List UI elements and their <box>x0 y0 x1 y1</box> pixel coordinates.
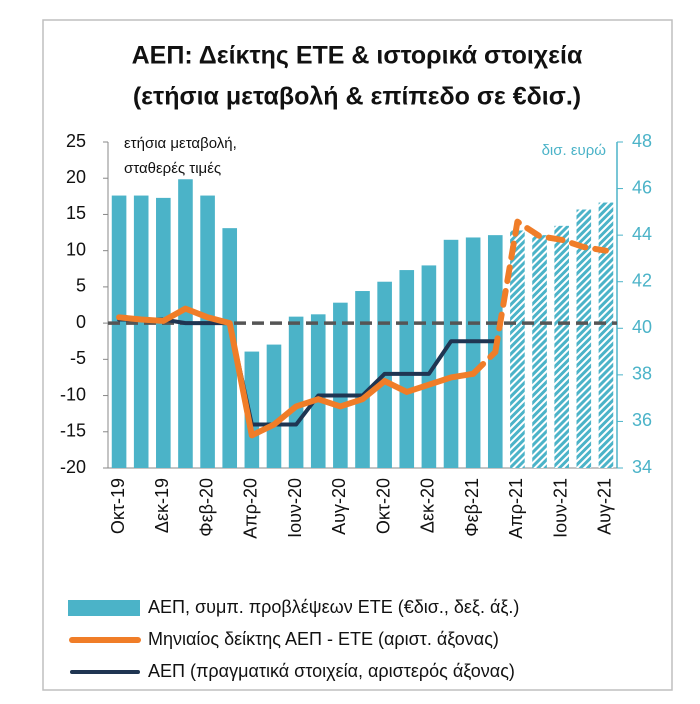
bar <box>133 195 149 469</box>
x-tick-label: Δεκ-19 <box>152 478 172 533</box>
line <box>116 305 477 439</box>
bar <box>310 314 326 468</box>
bar <box>222 228 238 468</box>
bar <box>532 235 547 468</box>
y2-axis-label: δισ. ευρώ <box>542 142 607 159</box>
bar <box>288 316 304 468</box>
legend-label: ΑΕΠ (πραγματικά στοιχεία, αριστερός άξον… <box>148 661 515 681</box>
bar <box>355 291 370 468</box>
chart-title: (ετήσια μεταβολή & επίπεδο σε €δισ.) <box>133 83 581 111</box>
bar <box>443 239 459 468</box>
bar <box>510 230 525 468</box>
bar <box>266 344 282 468</box>
legend-label: ΑΕΠ, συμπ. προβλέψεων ΕΤΕ (€δισ., δεξ. ά… <box>148 597 519 617</box>
bar <box>244 351 260 468</box>
y2-tick-label: 48 <box>632 131 652 151</box>
y-tick-label: -20 <box>60 457 86 477</box>
line-connector <box>470 349 499 377</box>
legend-swatch <box>68 600 140 616</box>
chart-title: ΑΕΠ: Δείκτης ΕΤΕ & ιστορικά στοιχεία <box>132 42 583 70</box>
y-tick-label: 10 <box>66 239 86 259</box>
bar <box>399 270 415 468</box>
y2-tick-label: 38 <box>632 364 652 384</box>
y2-tick-label: 36 <box>632 410 652 430</box>
y-axis-label: ετήσια μεταβολή, <box>124 135 237 152</box>
x-tick-label: Φεβ-21 <box>462 478 482 537</box>
legend-label: Μηνιαίος δείκτης ΑΕΠ - ΕΤΕ (αριστ. άξονα… <box>148 629 499 649</box>
y2-tick-label: 46 <box>632 177 652 197</box>
x-tick-label: Ιουν-20 <box>285 478 305 538</box>
y-tick-label: 25 <box>66 131 86 151</box>
y-tick-label: -15 <box>60 421 86 441</box>
bar <box>576 209 592 468</box>
x-tick-label: Φεβ-20 <box>196 478 216 537</box>
x-tick-label: Δεκ-20 <box>418 478 438 533</box>
frame <box>42 19 673 691</box>
y2-tick-label: 40 <box>632 317 652 337</box>
y2-tick-label: 34 <box>632 457 652 477</box>
line-dashed <box>492 218 609 356</box>
y-tick-label: 5 <box>76 276 86 296</box>
y2-tick-label: 42 <box>632 270 652 290</box>
x-tick-label: Οκτ-20 <box>373 478 393 534</box>
bar <box>111 195 127 469</box>
bar <box>554 225 569 468</box>
y-tick-label: -5 <box>70 348 86 368</box>
line <box>117 317 498 427</box>
bar <box>465 237 481 468</box>
x-tick-label: Οκτ-19 <box>108 478 128 534</box>
x-tick-label: Ιουν-21 <box>550 478 570 538</box>
bar <box>421 265 437 468</box>
y-tick-label: 20 <box>66 167 86 187</box>
bar <box>598 202 614 469</box>
bar <box>156 197 171 468</box>
x-tick-label: Απρ-21 <box>506 478 526 539</box>
x-tick-label: Αυγ-21 <box>595 478 615 535</box>
x-tick-label: Απρ-20 <box>241 478 261 539</box>
y-tick-label: 15 <box>66 203 86 223</box>
x-tick-label: Αυγ-20 <box>329 478 349 535</box>
y-tick-label: 0 <box>76 312 86 332</box>
y2-tick-label: 44 <box>632 224 652 244</box>
y-axis-label: σταθερές τιμές <box>124 160 221 177</box>
bar <box>200 195 215 469</box>
bar <box>333 302 348 468</box>
y-tick-label: -10 <box>60 384 86 404</box>
